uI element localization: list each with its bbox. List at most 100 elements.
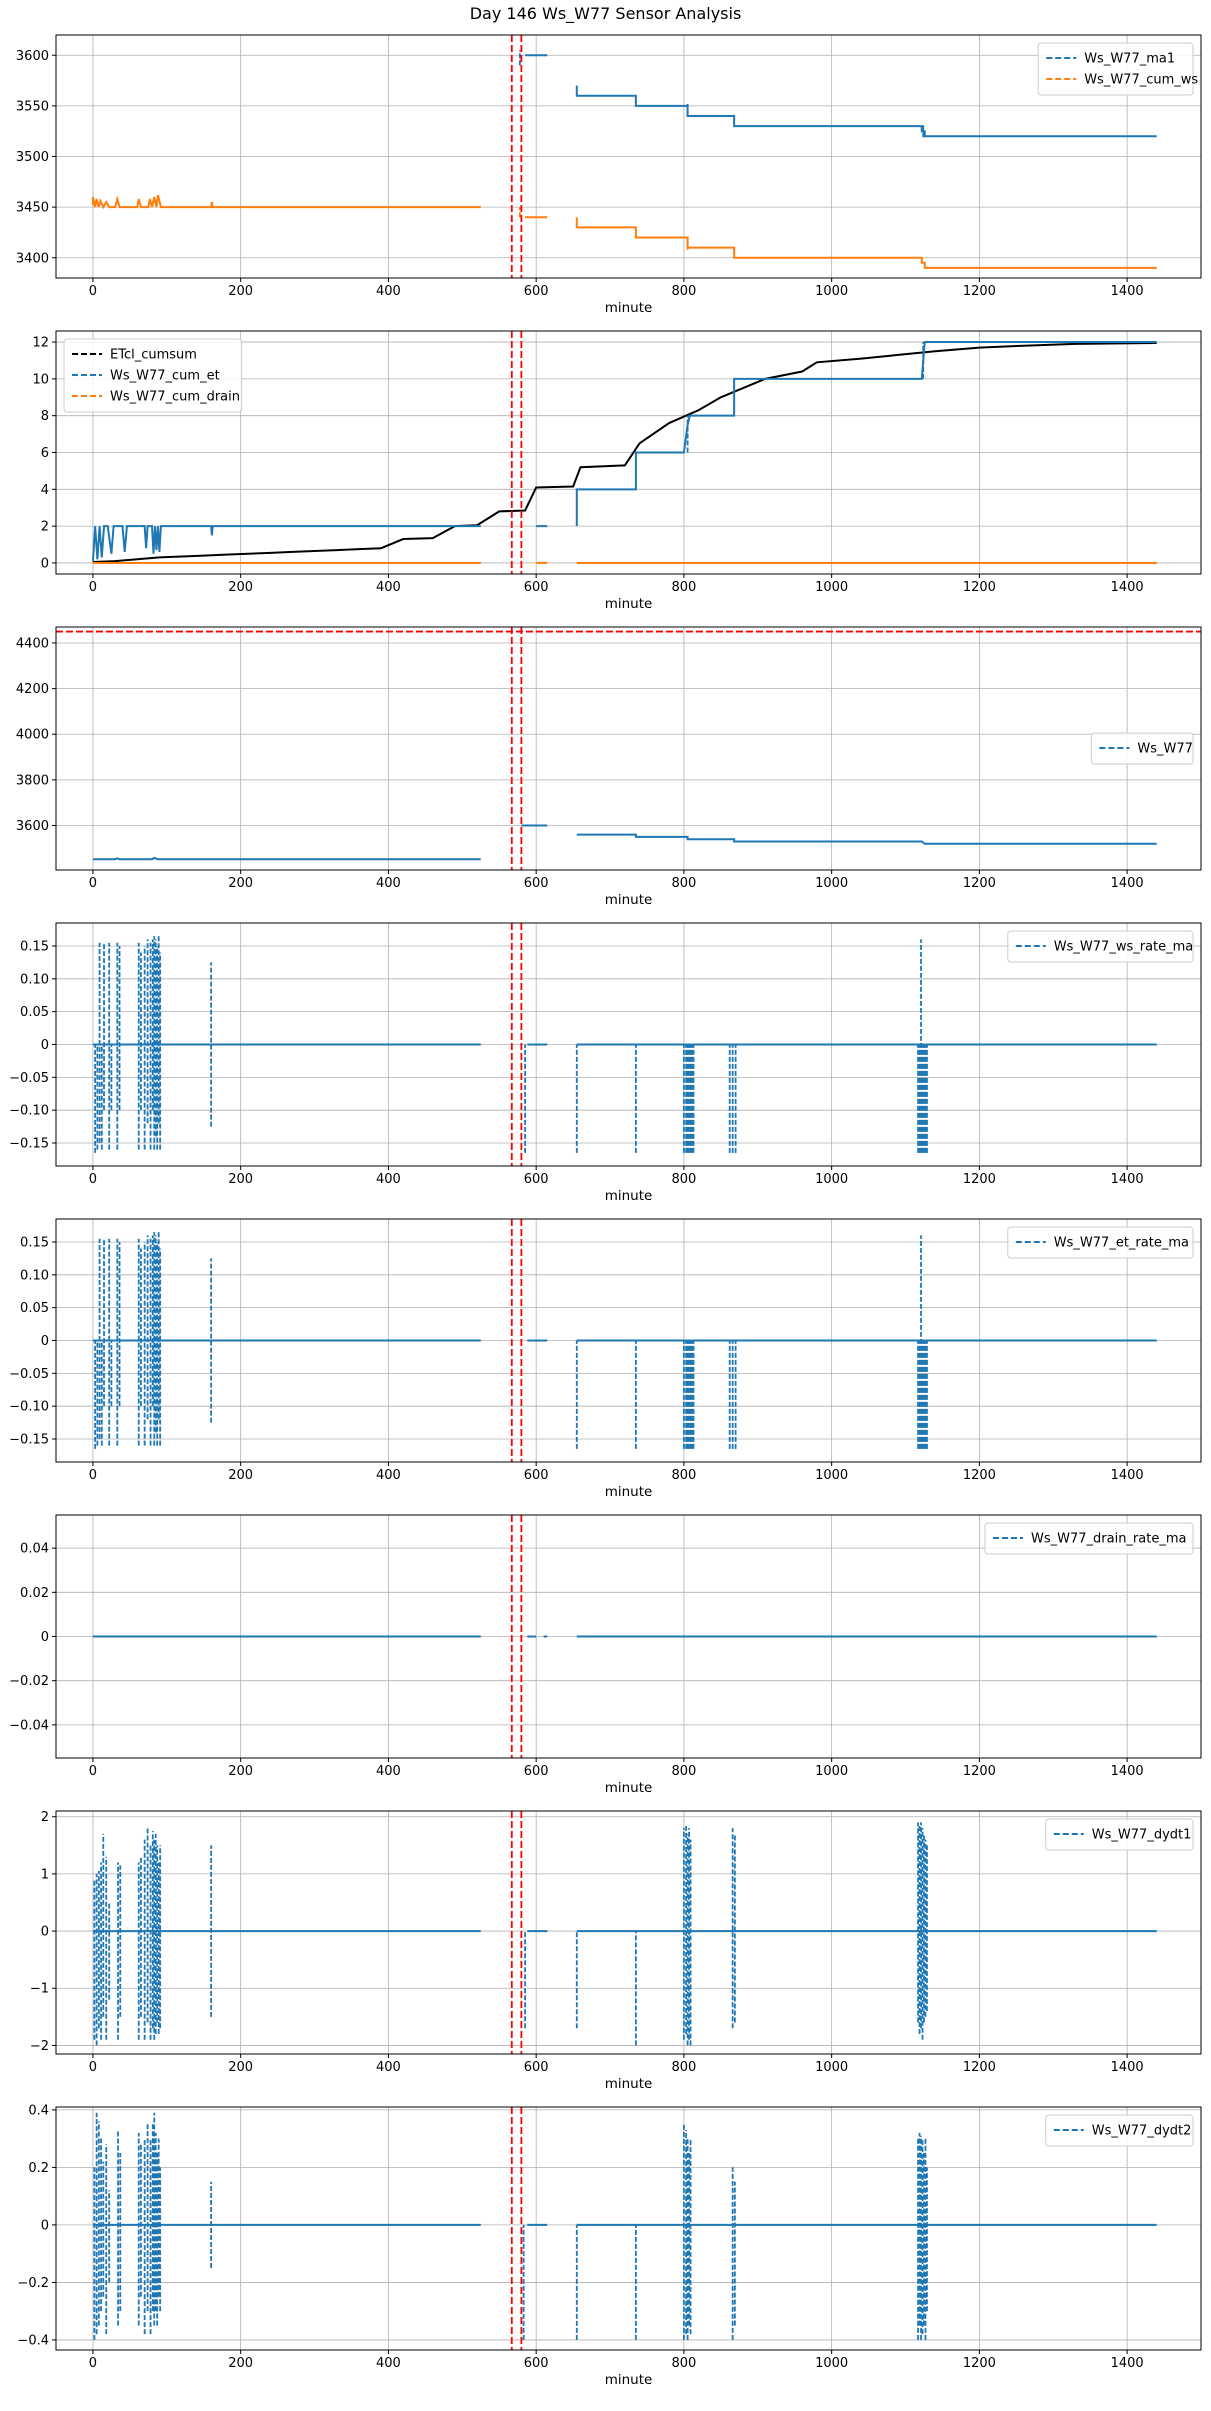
x-tick-label: 600 [524,1764,549,1779]
y-tick-label: 1 [41,1867,49,1882]
y-tick-label: 4400 [16,636,49,651]
legend: Ws_W77_ws_rate_ma [1007,930,1194,963]
legend-box [984,1522,1194,1555]
y-tick-label: 6 [41,446,49,461]
x-tick-label: 800 [671,2356,696,2371]
x-tick-label: 1000 [815,1172,848,1187]
x-tick-label: 600 [524,876,549,891]
series-line [575,85,1157,138]
y-tick-label: −0.10 [9,1400,49,1415]
x-tick-label: 400 [376,2356,401,2371]
x-tick-label: 1400 [1111,2356,1144,2371]
y-tick-label: 0 [41,556,49,571]
legend: Ws_W77_ma1 Ws_W77_cum_ws [1037,42,1198,96]
x-tick-label: 800 [671,876,696,891]
x-tick-label: 800 [671,1468,696,1483]
y-tick-label: −0.05 [9,1071,49,1086]
x-tick-label: 1200 [963,2356,996,2371]
legend-label: Ws_W77_ma1 [1084,52,1175,67]
x-tick-label: 0 [89,2060,97,2075]
y-tick-label: 0 [41,1925,49,1940]
x-axis-label: minute [605,2372,653,2388]
y-tick-label: 12 [32,336,49,351]
x-tick-label: 1200 [963,1764,996,1779]
y-tick-label: 3550 [16,99,49,114]
legend-label: Ws_W77_dydt1 [1092,1828,1192,1843]
x-tick-label: 800 [671,284,696,299]
legend-label: Ws_W77_ws_rate_ma [1054,940,1193,955]
x-tick-label: 1000 [815,1764,848,1779]
x-tick-label: 1200 [963,1172,996,1187]
plot-area [92,1811,1157,2054]
x-tick-label: 0 [89,580,97,595]
axes-frame [55,1810,1202,2055]
series-line [576,833,1157,845]
x-tick-label: 1200 [963,876,996,891]
legend-label: ETcl_cumsum [110,348,197,363]
x-axis-label: minute [605,2076,653,2092]
series-line [91,525,481,562]
x-axis-label: minute [605,1484,653,1500]
y-tick-label: 4 [41,483,49,498]
x-tick-label: 1000 [815,1468,848,1483]
plot-area [92,1219,1157,1462]
chart-panel-8: 0 200 400 600 800 1000 1200 1400 −0.4 −0.2 0 0.2 0.4… [17,2103,1202,2388]
legend: ETcl_cumsum Ws_W77_cum_et Ws_W77_cum_drain [63,338,243,413]
x-tick-label: 800 [671,1172,696,1187]
x-tick-label: 200 [228,1172,253,1187]
chart-panel-4: 0 200 400 600 800 1000 1200 1400 −0.15 −0.10 −0.05… [9,922,1202,1204]
plot-area [91,331,1157,574]
legend: Ws_W77_dydt1 [1045,1818,1194,1851]
y-tick-label: 0.2 [28,2161,49,2176]
x-tick-label: 1400 [1111,1172,1144,1187]
x-tick-label: 0 [89,1764,97,1779]
x-tick-label: 600 [524,284,549,299]
y-tick-label: −0.04 [9,1718,49,1733]
y-tick-label: 0.04 [20,1542,49,1557]
plot-area [91,35,1157,278]
x-tick-label: 600 [524,1172,549,1187]
legend-label: Ws_W77 [1137,742,1193,757]
y-tick-label: 0.15 [20,939,49,954]
legend: Ws_W77 [1090,732,1194,765]
x-tick-label: 400 [376,876,401,891]
y-tick-label: 0.05 [20,1005,49,1020]
legend-label: Ws_W77_drain_rate_ma [1031,1532,1186,1547]
x-tick-label: 400 [376,1764,401,1779]
x-tick-label: 1400 [1111,876,1144,891]
y-tick-label: 0.05 [20,1301,49,1316]
y-tick-label: 0.15 [20,1235,49,1250]
legend-label: Ws_W77_cum_et [110,369,220,384]
y-tick-label: 3400 [16,251,49,266]
series-line [575,341,1157,527]
chart-panel-3: 0 200 400 600 800 1000 1200 1400 3600 3800 4000 420… [16,626,1202,908]
plot-area [92,1515,1157,1758]
chart-panel-7: 0 200 400 600 800 1000 1200 1400 −2 −1 0 1 2 minute Ws… [30,1810,1202,2092]
x-tick-label: 400 [376,1172,401,1187]
legend-box [1037,42,1194,96]
x-tick-label: 200 [228,876,253,891]
legend-label: Ws_W77_dydt2 [1092,2124,1192,2139]
y-tick-label: 3600 [16,49,49,64]
y-tick-label: −0.4 [17,2333,49,2348]
x-tick-label: 1000 [815,580,848,595]
x-tick-label: 800 [671,580,696,595]
legend: Ws_W77_drain_rate_ma [984,1522,1194,1555]
x-tick-label: 200 [228,1764,253,1779]
x-tick-label: 1000 [815,284,848,299]
y-tick-label: −0.02 [9,1674,49,1689]
chart-panel-2: 0 200 400 600 800 1000 1200 1400 0 2 4 6 8 10 12 minute… [32,330,1202,612]
x-tick-label: 1400 [1111,2060,1144,2075]
x-tick-label: 1000 [815,2060,848,2075]
chart-panel-5: 0 200 400 600 800 1000 1200 1400 −0.15 −0.10 −0.05… [9,1218,1202,1500]
y-tick-label: 0 [41,1038,49,1053]
x-tick-label: 200 [228,2060,253,2075]
legend-box [1090,732,1194,765]
x-tick-label: 200 [228,2356,253,2371]
plot-area [56,627,1201,870]
y-tick-label: 4000 [16,728,49,743]
legend-label: Ws_W77_cum_drain [110,390,240,405]
axes-frame [55,626,1202,871]
chart-panel-6: 0 200 400 600 800 1000 1200 1400 −0.04 −0.02 0 0.02… [9,1514,1202,1796]
